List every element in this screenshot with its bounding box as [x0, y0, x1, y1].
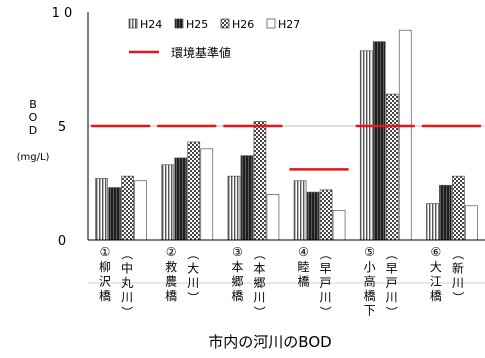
- bar-h24-2: [161, 164, 175, 241]
- category-river-char: 川: [452, 276, 464, 290]
- category-name-char: 郷: [231, 275, 243, 289]
- y-tick-label: 1 0: [52, 6, 73, 21]
- category-name-char: 睦: [297, 260, 309, 274]
- category-river-char: （: [252, 248, 266, 260]
- bar-h27-5: [398, 29, 412, 241]
- category-river-char: 中: [121, 261, 133, 276]
- chart-title: 市内の河川のBOD: [208, 333, 331, 351]
- category-river-char: （: [186, 248, 200, 260]
- category-marker: ②: [166, 245, 177, 259]
- bar-h26-1: [121, 175, 134, 241]
- legend-label-h26: H26: [232, 18, 254, 31]
- bar-h27-4: [332, 210, 346, 241]
- category-river-char: 川: [121, 291, 133, 305]
- category-name-char: 高: [364, 274, 376, 289]
- bar-h26-5: [385, 93, 399, 241]
- category-name-char: 橋: [231, 289, 243, 303]
- category-name-char: 本: [231, 260, 243, 274]
- category-river-char: 郷: [253, 276, 265, 290]
- bar-h25-3: [240, 155, 254, 241]
- bar-h26-2: [187, 141, 201, 241]
- category-river-char: （: [319, 248, 333, 260]
- legend-swatch-h26: [220, 18, 230, 29]
- y-axis-label-letter: O: [29, 111, 38, 124]
- category-marker: ④: [298, 245, 309, 259]
- category-name-char: 大: [430, 260, 442, 274]
- category-name-char: 農: [165, 275, 177, 289]
- bar-h24-5: [359, 50, 373, 241]
- legend-label-h27: H27: [278, 18, 300, 31]
- y-axis-unit: (mg/L): [17, 152, 50, 163]
- category-river-char: ）: [186, 291, 200, 303]
- bar-h27-3: [266, 194, 280, 241]
- category-river-char: 大: [187, 262, 199, 276]
- y-axis-label-letter: D: [29, 124, 37, 137]
- category-river-char: 川: [253, 291, 265, 305]
- category-name-char: 橋: [99, 289, 111, 303]
- category-river-char: 戸: [386, 276, 398, 290]
- category-river-char: （: [451, 248, 465, 260]
- legend-label-h25: H25: [186, 18, 208, 31]
- bar-h24-6: [426, 203, 439, 241]
- category-river-char: 早: [319, 262, 331, 276]
- legend-swatch-h27: [266, 18, 276, 29]
- bar-h27-2: [200, 148, 214, 241]
- category-river-char: 新: [452, 261, 464, 276]
- category-name-char: 救: [165, 259, 177, 274]
- category-river-char: 川: [386, 291, 398, 305]
- bar-h25-5: [372, 41, 386, 241]
- category-river-char: ）: [451, 291, 465, 303]
- bar-h25-1: [108, 187, 121, 241]
- category-river-char: ）: [385, 306, 399, 318]
- category-river-char: 早: [386, 262, 398, 276]
- category-river-char: （: [120, 248, 134, 260]
- category-river-char: 丸: [121, 276, 133, 290]
- bar-h25-4: [306, 191, 320, 241]
- category-river-char: 川: [187, 276, 199, 290]
- y-tick-label: 0: [58, 234, 66, 249]
- bar-h26-4: [319, 189, 333, 241]
- bar-h27-6: [465, 205, 478, 241]
- bar-h24-1: [95, 178, 108, 241]
- category-name-char: 小: [364, 260, 376, 274]
- category-name-char: 橋: [165, 289, 177, 303]
- category-name-char: 橋: [364, 289, 376, 303]
- category-river-char: 戸: [319, 276, 331, 290]
- category-name-char: 沢: [99, 275, 111, 289]
- category-marker: ⑥: [430, 245, 441, 259]
- bar-h24-3: [227, 175, 241, 241]
- category-name-char: 橋: [430, 289, 442, 303]
- legend-swatch-h24: [128, 18, 138, 29]
- bar-h26-6: [452, 175, 465, 241]
- category-name-char: 柳: [99, 260, 111, 274]
- category-river-char: ）: [120, 306, 134, 318]
- bar-h25-2: [174, 157, 188, 241]
- category-river-char: ）: [319, 306, 333, 318]
- category-river-char: （: [385, 248, 399, 260]
- y-tick-label: 5: [58, 120, 66, 135]
- category-marker: ③: [232, 245, 243, 259]
- bar-h27-1: [134, 180, 147, 241]
- category-marker: ①: [100, 245, 111, 259]
- bar-h25-6: [439, 184, 452, 241]
- category-name-char: 江: [430, 275, 442, 289]
- bar-h26-3: [253, 121, 267, 241]
- category-river-char: 本: [253, 262, 265, 276]
- legend-label-h24: H24: [140, 18, 162, 31]
- bar-h24-4: [293, 180, 307, 241]
- category-name-char: 橋: [297, 275, 309, 289]
- category-river-char: 川: [319, 291, 331, 305]
- category-marker: ⑤: [364, 245, 375, 259]
- legend-swatch-h25: [174, 18, 184, 29]
- category-river-char: ）: [252, 306, 266, 318]
- legend-label-standard: 環境基準値: [171, 45, 231, 60]
- category-name-char: 下: [364, 304, 376, 318]
- y-axis-label-letter: B: [29, 98, 37, 111]
